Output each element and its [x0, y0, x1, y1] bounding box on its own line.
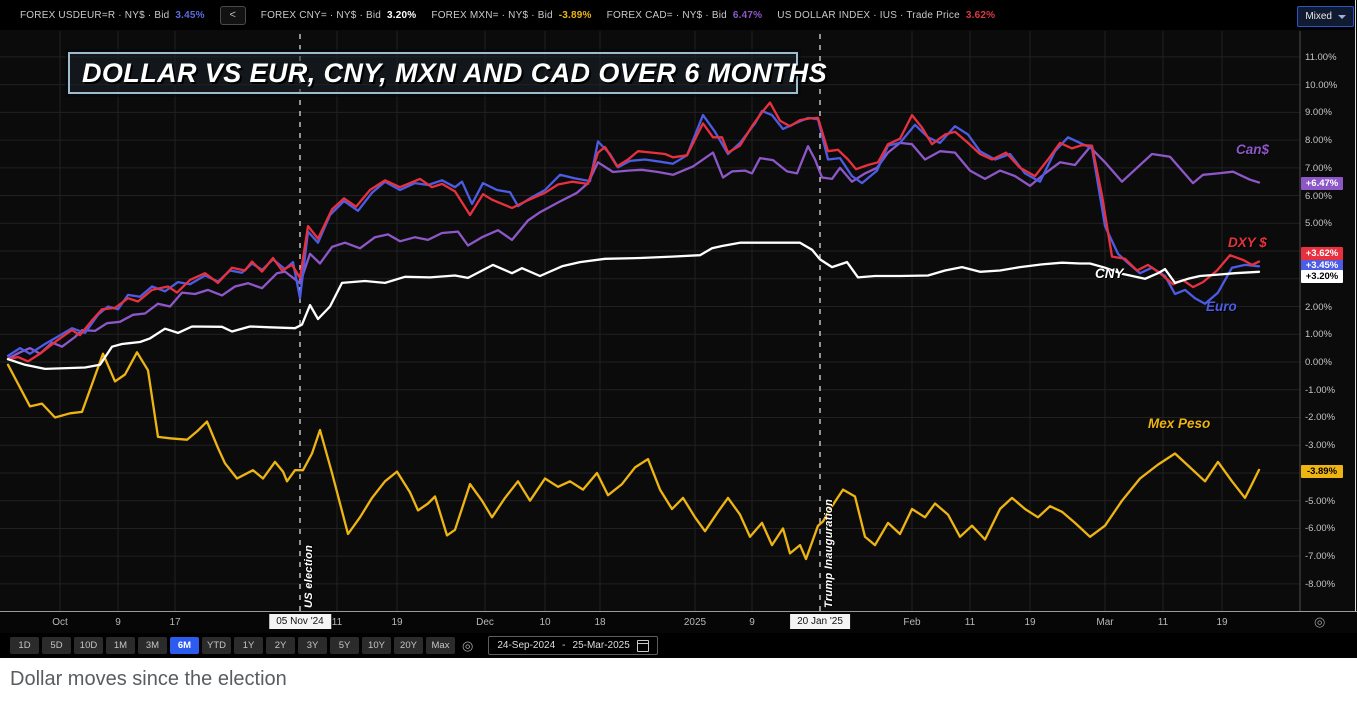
instrument-3[interactable]: FOREX CAD= · NY$ · Bid 6.47%	[606, 9, 763, 21]
y-axis-tick-label: 7.00%	[1305, 162, 1332, 174]
series-label-euro: Euro	[1206, 299, 1237, 314]
last-price-badge: +3.45%	[1301, 258, 1343, 272]
range-button-3m[interactable]: 3M	[138, 637, 167, 654]
chart-terminal: FOREX USDEUR=R · NY$ · Bid 3.45% < FOREX CN…	[0, 0, 1357, 658]
date-range-picker[interactable]: 24-Sep-2024 - 25-Mar-2025	[488, 636, 658, 655]
chart-title: DOLLAR VS EUR, CNY, MXN AND CAD OVER 6 M…	[82, 57, 828, 88]
series-line-dxy	[6, 101, 1261, 363]
range-button-5y[interactable]: 5Y	[330, 637, 359, 654]
x-axis-tick-label: 17	[169, 617, 181, 628]
mixed-mode-label: Mixed	[1305, 11, 1332, 22]
date-separator: -	[562, 640, 566, 651]
series-line-can	[6, 141, 1261, 360]
y-axis-tick-label: -8.00%	[1305, 578, 1336, 590]
series-label-cny: CNY	[1095, 266, 1124, 281]
range-buttons: 1D 5D 10D 1M 3M 6M YTD 1Y 2Y 3Y 5Y 10Y 20Y Max	[10, 637, 455, 654]
y-axis-tick-label: 5.00%	[1305, 218, 1332, 230]
chart-plot-area[interactable]: DOLLAR VS EUR, CNY, MXN AND CAD OVER 6 M…	[0, 0, 1357, 611]
x-axis-tick-label: 11	[964, 617, 976, 628]
range-button-ytd[interactable]: YTD	[202, 637, 231, 654]
x-axis-tick-label: Oct	[52, 617, 68, 628]
range-button-2y[interactable]: 2Y	[266, 637, 295, 654]
x-axis-tick-label: 10	[539, 617, 551, 628]
event-date-badge: 20 Jan '25	[790, 614, 850, 629]
chart-canvas[interactable]	[0, 0, 1357, 611]
last-price-badge: +3.20%	[1301, 269, 1343, 283]
y-axis-tick-label: -7.00%	[1305, 551, 1336, 563]
y-axis-tick-label: 1.00%	[1305, 329, 1332, 341]
x-axis-tick-label: 2025	[683, 617, 707, 628]
range-button-20y[interactable]: 20Y	[394, 637, 423, 654]
range-button-1y[interactable]: 1Y	[234, 637, 263, 654]
y-axis-tick-label: -1.00%	[1305, 384, 1336, 396]
back-chevron-button[interactable]: <	[219, 5, 246, 25]
series-label-mexpeso: Mex Peso	[1148, 416, 1211, 431]
y-axis-tick-label: 8.00%	[1305, 135, 1332, 147]
range-button-10d[interactable]: 10D	[74, 637, 103, 654]
event-annotation: Trump Inauguration	[823, 498, 835, 608]
x-axis-tick-label: Feb	[903, 617, 921, 628]
x-axis-row: ◎ Oct 9 17 11 19 Dec 10 18 2025 9 Feb 11 19 Mar 11 19 05…	[0, 611, 1357, 634]
series-label-can: Can$	[1236, 142, 1270, 157]
range-button-5d[interactable]: 5D	[42, 637, 71, 654]
mixed-mode-dropdown[interactable]: Mixed	[1297, 6, 1354, 27]
date-from: 24-Sep-2024	[497, 640, 556, 651]
instrument-4[interactable]: US DOLLAR INDEX · IUS · Trade Price 3.62%	[777, 9, 996, 21]
range-button-6m[interactable]: 6M	[170, 637, 199, 654]
x-axis-tick-label: Mar	[1096, 617, 1114, 628]
calendar-icon	[636, 639, 649, 652]
chevron-down-icon	[1338, 14, 1346, 19]
last-price-badge: +3.62%	[1301, 246, 1343, 260]
chart-title-box: DOLLAR VS EUR, CNY, MXN AND CAD OVER 6 M…	[68, 52, 827, 94]
date-to: 25-Mar-2025	[572, 640, 630, 651]
x-axis-tick-label: 19	[391, 617, 403, 628]
range-button-1d[interactable]: 1D	[10, 637, 39, 654]
x-axis-tick-label: 19	[1024, 617, 1036, 628]
x-axis-tick-label: 9	[115, 617, 121, 628]
figure-caption: Dollar moves since the election	[10, 668, 287, 690]
x-axis-tick-label: Dec	[476, 617, 494, 628]
x-axis-tick-label: 11	[1157, 617, 1169, 628]
y-axis-tick-label: 0.00%	[1305, 357, 1332, 368]
instrument-0[interactable]: FOREX USDEUR=R · NY$ · Bid 3.45%	[20, 9, 205, 21]
window-right-edge	[1355, 0, 1356, 632]
y-axis-tick-label: 11.00%	[1305, 51, 1337, 63]
y-axis-tick-label: -2.00%	[1305, 412, 1336, 424]
range-button-3y[interactable]: 3Y	[298, 637, 327, 654]
y-axis-tick-label: 9.00%	[1305, 107, 1332, 119]
event-date-badge: 05 Nov '24	[269, 614, 331, 629]
instrument-2[interactable]: FOREX MXN= · NY$ · Bid -3.89%	[431, 9, 592, 21]
x-axis-tick-label: 18	[594, 617, 606, 628]
series-line-cny	[6, 241, 1261, 371]
instrument-1[interactable]: FOREX CNY= · NY$ · Bid 3.20%	[260, 9, 417, 21]
range-button-max[interactable]: Max	[426, 637, 455, 654]
series-label-dxy: DXY $	[1228, 235, 1267, 250]
last-price-badge: +6.47%	[1301, 176, 1343, 190]
range-toolbar: 1D 5D 10D 1M 3M 6M YTD 1Y 2Y 3Y 5Y 10Y 20Y Max ◎ 24-S…	[0, 633, 1357, 658]
instrument-toolbar: FOREX USDEUR=R · NY$ · Bid 3.45% < FOREX CN…	[0, 0, 1357, 30]
x-axis-tick-label: 9	[749, 617, 755, 628]
event-annotation: US election	[303, 544, 315, 608]
x-axis-tick-label: 19	[1216, 617, 1228, 628]
range-button-10y[interactable]: 10Y	[362, 637, 391, 654]
series-line-mexpeso	[6, 351, 1261, 561]
last-price-badge: -3.89%	[1301, 464, 1343, 478]
range-button-1m[interactable]: 1M	[106, 637, 135, 654]
y-axis-tick-label: -6.00%	[1305, 523, 1336, 535]
y-axis-tick-label: 6.00%	[1305, 190, 1332, 202]
axis-target-icon[interactable]: ◎	[1314, 614, 1326, 629]
y-axis-tick-label: -5.00%	[1305, 495, 1336, 507]
x-axis-tick-label: 11	[331, 617, 343, 628]
settings-target-icon[interactable]: ◎	[462, 637, 474, 653]
y-axis-tick-label: 2.00%	[1305, 301, 1332, 313]
y-axis-tick-label: -3.00%	[1305, 440, 1336, 452]
y-axis-tick-label: 10.00%	[1305, 79, 1338, 91]
